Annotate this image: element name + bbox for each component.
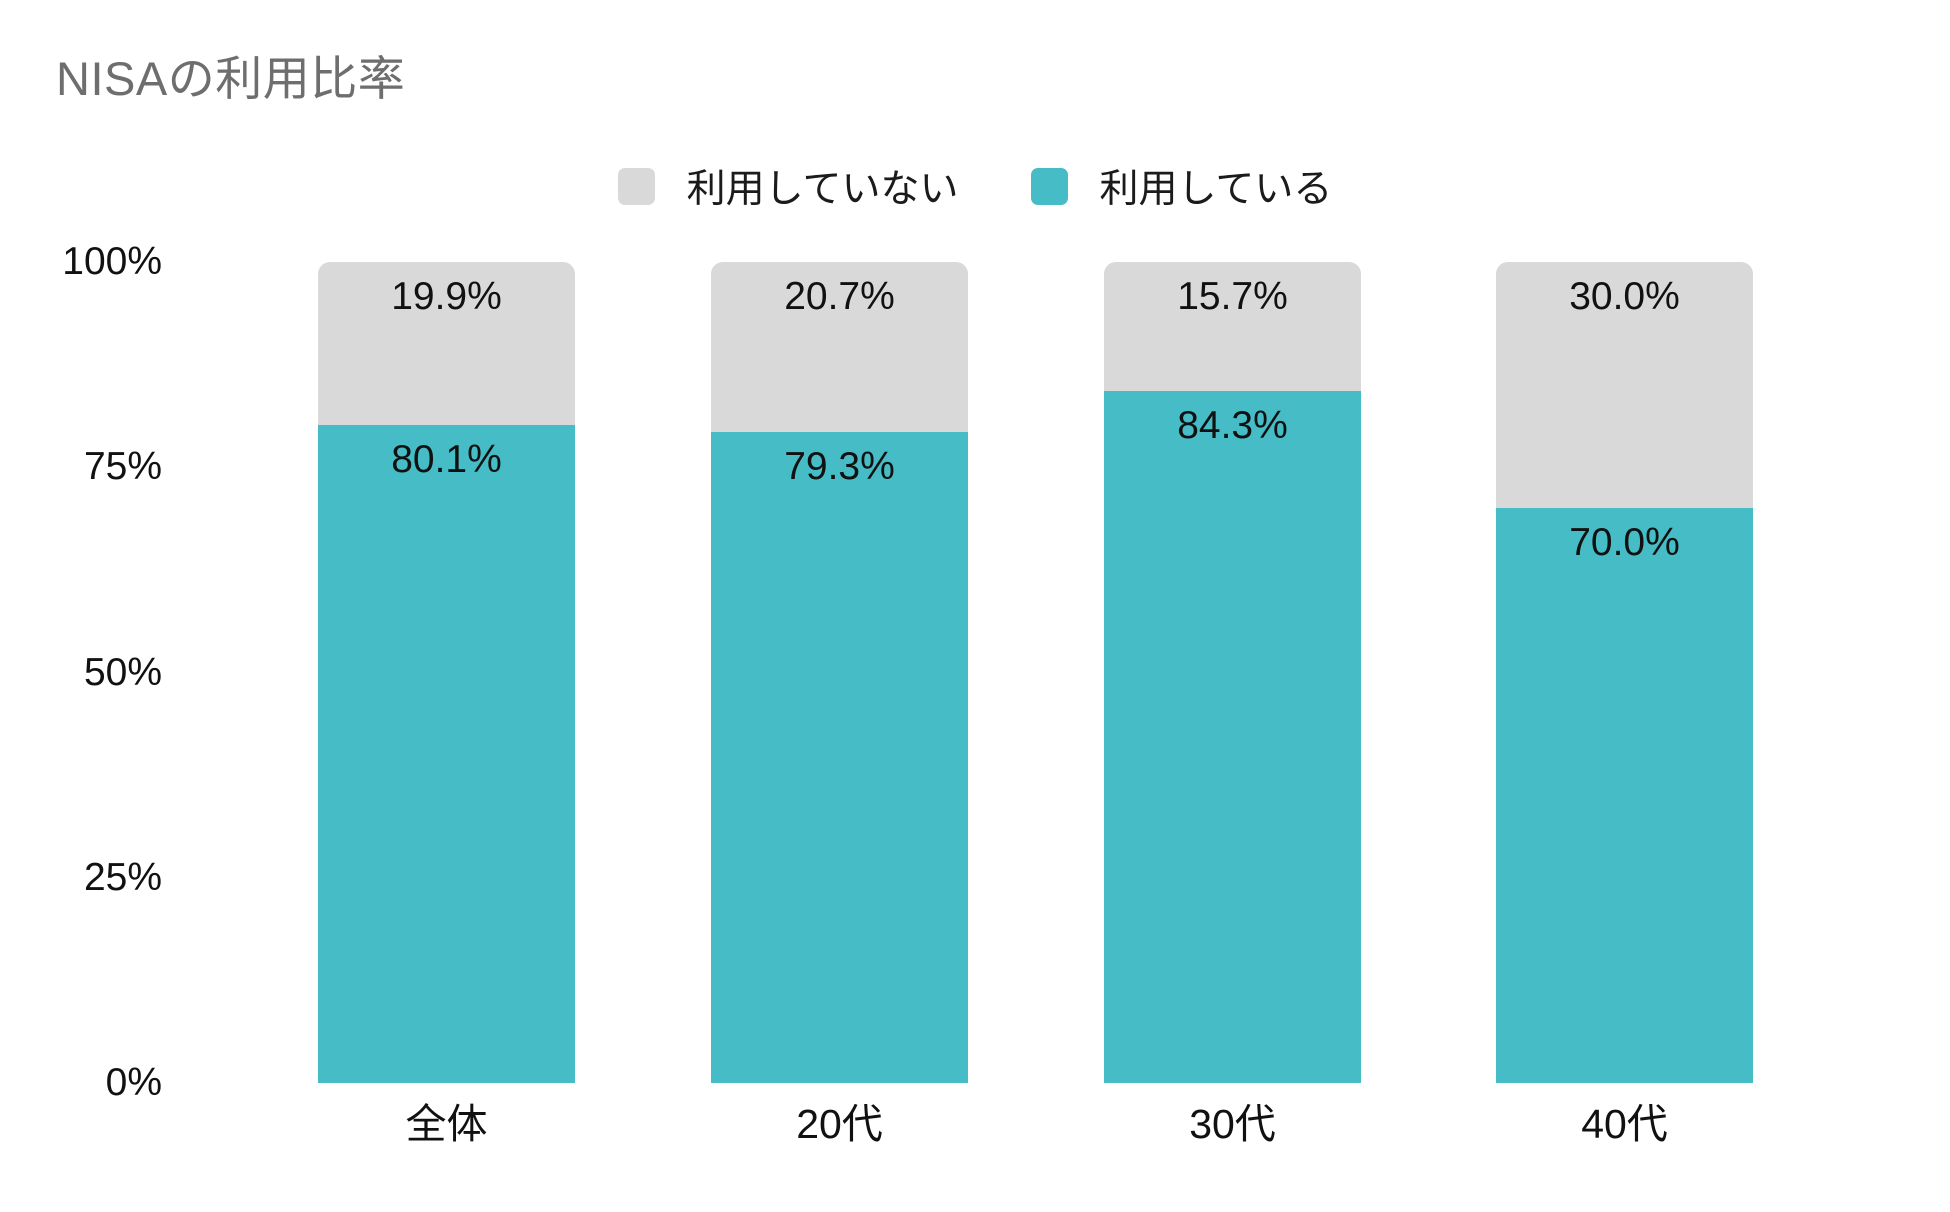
legend-item-using: 利用している xyxy=(1030,158,1333,214)
bar-segment-利用していない: 19.9% xyxy=(318,262,575,426)
bar-segment-value-label: 70.0% xyxy=(1569,521,1680,565)
chart-legend: 利用していない 利用している xyxy=(0,158,1950,214)
legend-swatch-not-using xyxy=(617,167,655,205)
bar-segment-利用している: 84.3% xyxy=(1104,390,1361,1083)
stacked-bar-全体: 19.9% 80.1% xyxy=(318,262,575,1083)
bar-segment-利用していない: 30.0% xyxy=(1496,262,1753,509)
chart-title: NISAの利用比率 xyxy=(56,52,406,105)
x-axis-category-label: 30代 xyxy=(1189,1101,1276,1147)
bar-segment-value-label: 15.7% xyxy=(1177,275,1288,318)
bar-segment-value-label: 79.3% xyxy=(784,444,895,488)
y-axis-tick-label: 25% xyxy=(83,855,162,899)
bar-segment-利用している: 70.0% xyxy=(1496,508,1753,1083)
legend-label-not-using: 利用していない xyxy=(686,168,959,211)
stacked-bar-20代: 20.7% 79.3% xyxy=(711,262,968,1083)
bar-segment-value-label: 20.7% xyxy=(784,275,895,318)
stacked-bar-30代: 15.7% 84.3% xyxy=(1104,262,1361,1083)
stacked-bar-40代: 30.0% 70.0% xyxy=(1496,262,1753,1083)
y-axis-tick-label: 75% xyxy=(83,445,162,489)
bar-segment-利用していない: 20.7% xyxy=(711,262,968,432)
legend-item-not-using: 利用していない xyxy=(617,158,959,214)
legend-label-using: 利用している xyxy=(1099,168,1333,211)
bar-segment-利用している: 80.1% xyxy=(318,425,575,1083)
y-axis-tick-label: 0% xyxy=(105,1061,162,1104)
y-axis-tick-label: 100% xyxy=(62,240,162,283)
legend-swatch-using xyxy=(1030,167,1068,205)
bar-segment-利用していない: 15.7% xyxy=(1104,262,1361,391)
bar-segment-value-label: 19.9% xyxy=(391,275,502,318)
x-axis-category-label: 全体 xyxy=(405,1101,488,1147)
bar-segment-value-label: 30.0% xyxy=(1569,275,1680,318)
bar-segment-利用している: 79.3% xyxy=(711,431,968,1083)
y-axis-tick-label: 50% xyxy=(83,650,162,694)
bar-segment-value-label: 84.3% xyxy=(1177,403,1288,447)
x-axis-category-label: 40代 xyxy=(1581,1101,1668,1147)
x-axis-category-label: 20代 xyxy=(796,1101,883,1147)
bar-segment-value-label: 80.1% xyxy=(391,438,502,482)
